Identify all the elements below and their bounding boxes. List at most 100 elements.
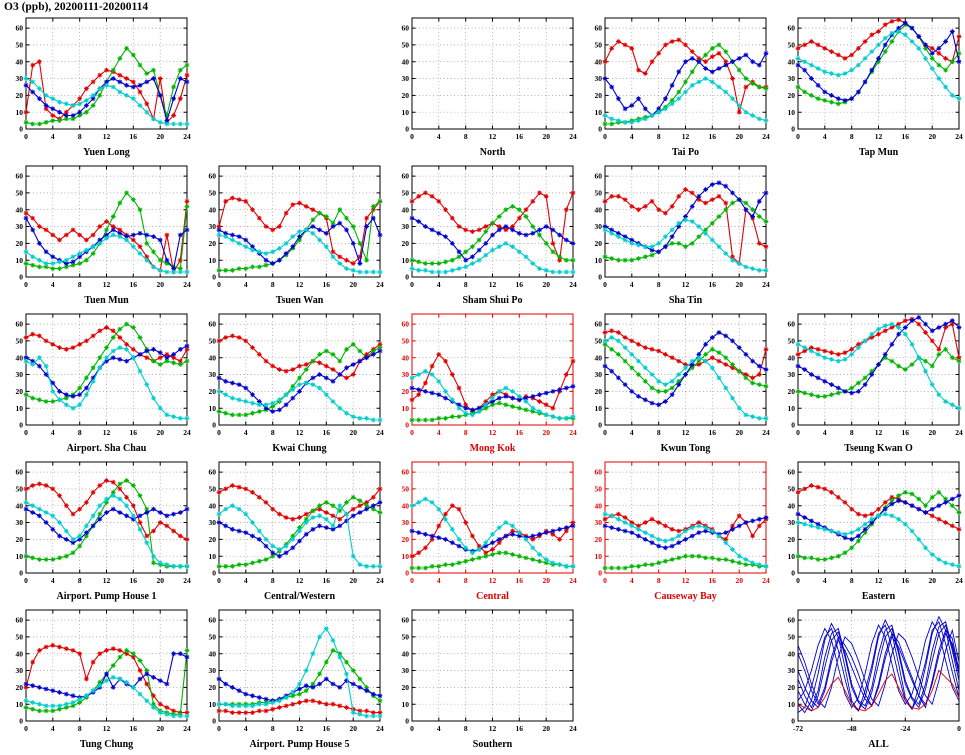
- series-line-red: [25, 479, 188, 540]
- x-tick-label: 0: [410, 428, 414, 437]
- x-tick-label: 20: [156, 428, 164, 437]
- x-tick-label: 20: [542, 724, 550, 733]
- x-tick-label: 12: [489, 132, 497, 141]
- x-tick-label: 16: [516, 724, 524, 733]
- x-tick-label: 4: [437, 576, 441, 585]
- x-tick-label: 24: [183, 280, 191, 289]
- x-tick-label: 4: [51, 576, 55, 585]
- series-markers-cyan: [23, 76, 190, 127]
- y-tick-label: 20: [16, 387, 24, 396]
- chart-causeway-bay: 0 4 8 12 16 20 24 0 10 20 30 40 50 60: [595, 461, 770, 585]
- y-tick-label: 50: [788, 633, 796, 642]
- x-tick-label: 12: [875, 132, 883, 141]
- chart-tseung-kwan-o: 0 4 8 12 16 20 24 0 10 20 30 40 50 60: [788, 313, 963, 437]
- x-tick-label: 24: [762, 576, 770, 585]
- x-tick-label: 8: [464, 724, 468, 733]
- series-markers-cyan: [216, 380, 383, 423]
- series-markers-blue: [23, 506, 190, 546]
- series-markers-green: [23, 190, 190, 271]
- y-tick-label: 20: [16, 239, 24, 248]
- x-tick-label: -72: [793, 724, 803, 733]
- series-markers-blue: [23, 343, 190, 399]
- y-tick-label: 0: [405, 421, 409, 430]
- x-tick-label: 4: [244, 576, 248, 585]
- y-tick-label: 40: [209, 205, 217, 214]
- series-markers-blue: [409, 215, 576, 263]
- y-tick-label: 30: [402, 370, 410, 379]
- x-tick-label: 0: [603, 428, 607, 437]
- y-tick-label: 0: [405, 273, 409, 282]
- x-tick-label: 0: [24, 428, 28, 437]
- y-tick-label: 10: [402, 552, 410, 561]
- y-tick-label: 40: [16, 501, 24, 510]
- x-tick-label: 4: [437, 132, 441, 141]
- station-label-central: Central: [476, 591, 509, 602]
- series-markers-cyan: [216, 626, 383, 719]
- y-tick-label: 30: [595, 518, 603, 527]
- series-line-blue: [25, 345, 188, 397]
- series-markers-cyan: [409, 496, 576, 569]
- y-tick-label: 10: [402, 700, 410, 709]
- y-tick-label: 60: [402, 468, 410, 477]
- series-markers-cyan: [602, 76, 769, 125]
- y-tick-label: 60: [788, 616, 796, 625]
- x-tick-label: 20: [542, 280, 550, 289]
- chart-sha-tin: 0 4 8 12 16 20 24 0 10 20 30 40 50 60: [595, 165, 770, 289]
- x-tick-label: 24: [376, 576, 384, 585]
- y-tick-label: 40: [209, 353, 217, 362]
- x-tick-label: 16: [130, 428, 138, 437]
- station-label-all: ALL: [868, 739, 889, 750]
- series-markers-blue: [602, 50, 769, 118]
- x-tick-label: 4: [437, 280, 441, 289]
- x-tick-label: 0: [217, 576, 221, 585]
- x-tick-label: 0: [796, 132, 800, 141]
- series-markers-green: [23, 45, 190, 127]
- x-tick-label: 4: [823, 428, 827, 437]
- tick-marks: [411, 610, 574, 722]
- grid-cell-21: 0 4 8 12 16 20 24 0 10 20 30 40 50 60 Airport. Pump Ho…: [193, 605, 386, 753]
- x-tick-label: 24: [569, 280, 577, 289]
- x-tick-label: 4: [437, 428, 441, 437]
- y-tick-label: 60: [209, 616, 217, 625]
- x-tick-label: 20: [928, 428, 936, 437]
- station-label-causeway-bay: Causeway Bay: [654, 591, 717, 602]
- chart-tai-po: 0 4 8 12 16 20 24 0 10 20 30 40 50 60: [595, 17, 770, 141]
- grid-cell-6: 0 4 8 12 16 20 24 0 10 20 30 40 50 60 Tsuen Wan: [193, 161, 386, 309]
- grid-cell-15: 0 4 8 12 16 20 24 0 10 20 30 40 50 60 Airport. Pump Ho…: [0, 457, 193, 605]
- x-tick-label: 16: [323, 280, 331, 289]
- chart-tap-mun: 0 4 8 12 16 20 24 0 10 20 30 40 50 60: [788, 17, 963, 141]
- series-markers-red: [23, 642, 190, 715]
- tick-marks: [218, 166, 381, 278]
- y-tick-label: 20: [402, 239, 410, 248]
- y-tick-label: 40: [402, 353, 410, 362]
- y-tick-label: 30: [402, 518, 410, 527]
- x-tick-label: 24: [376, 724, 384, 733]
- x-tick-label: 8: [464, 132, 468, 141]
- x-tick-label: 8: [657, 132, 661, 141]
- x-tick-label: 20: [928, 576, 936, 585]
- x-tick-label: 20: [542, 576, 550, 585]
- series-markers-cyan: [216, 227, 383, 275]
- y-tick-label: 50: [402, 337, 410, 346]
- y-tick-label: 0: [19, 421, 23, 430]
- y-tick-label: 50: [402, 189, 410, 198]
- y-tick-label: 20: [595, 535, 603, 544]
- series-markers-cyan: [602, 217, 769, 273]
- x-tick-label: 24: [762, 428, 770, 437]
- x-tick-label: 4: [823, 132, 827, 141]
- y-tick-label: 40: [16, 57, 24, 66]
- y-tick-label: 30: [595, 370, 603, 379]
- y-tick-label: 60: [595, 468, 603, 477]
- y-tick-label: 10: [209, 404, 217, 413]
- series-line-blue: [797, 621, 960, 709]
- x-tick-label: 16: [516, 280, 524, 289]
- x-tick-label: 20: [349, 428, 357, 437]
- x-tick-label: 24: [183, 724, 191, 733]
- station-label-tuen-mun: Tuen Mun: [84, 295, 129, 306]
- x-tick-label: 12: [489, 576, 497, 585]
- x-tick-label: 20: [349, 724, 357, 733]
- series-markers-red: [216, 333, 383, 381]
- x-tick-label: 16: [516, 428, 524, 437]
- y-tick-label: 30: [16, 222, 24, 231]
